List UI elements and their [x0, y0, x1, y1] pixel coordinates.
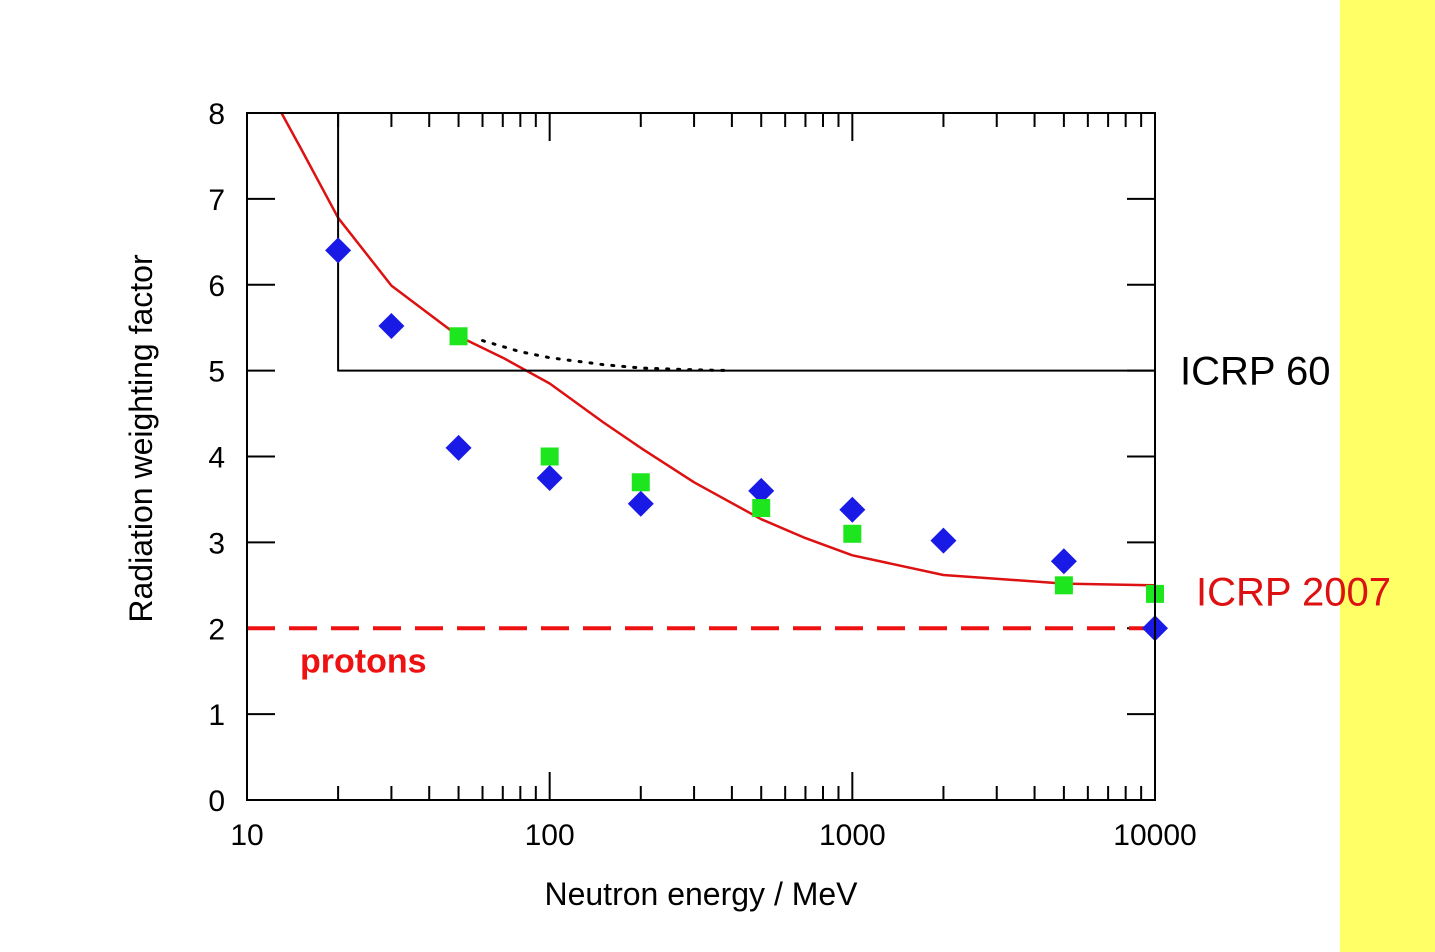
x-tick-label: 10: [230, 819, 263, 852]
y-tick-label: 6: [208, 270, 225, 303]
x-tick-label: 100: [525, 819, 575, 852]
x-tick-label: 1000: [819, 819, 886, 852]
y-tick-label: 7: [208, 184, 225, 217]
plot-frame: [246, 112, 1156, 801]
series-lines: [247, 112, 1156, 631]
square-point: [540, 447, 559, 466]
tick-labels: 0 1 2 3 4 5 6 7 8 10 100 1000 10000: [208, 98, 1196, 852]
y-tick-label: 3: [208, 527, 225, 560]
y-tick-label: 8: [208, 98, 225, 131]
x-axis-label: Neutron energy / MeV: [544, 876, 858, 912]
diamond-point: [627, 490, 654, 517]
diamond-point: [445, 434, 472, 461]
y-tick-label: 2: [208, 613, 225, 646]
icrp60-dotted-line: [481, 339, 734, 373]
y-axis-label: Radiation weighting factor: [123, 254, 159, 623]
y-tick-label: 5: [208, 356, 225, 389]
protons-label: protons: [300, 642, 427, 680]
icrp2007-curve: [280, 112, 1156, 587]
diamond-point: [748, 477, 775, 504]
icrp60-line: [337, 113, 1155, 372]
diamond-point: [325, 237, 352, 264]
white-panel: [0, 0, 1340, 952]
diamond-point: [930, 527, 957, 554]
diamond-point: [1050, 548, 1077, 575]
diamond-point: [839, 496, 866, 523]
y-tick-label: 0: [208, 785, 225, 818]
square-point: [843, 524, 862, 543]
square-point: [631, 473, 650, 492]
icrp2007-label: ICRP 2007: [1196, 570, 1391, 614]
x-tick-label: 10000: [1113, 819, 1196, 852]
icrp60-label: ICRP 60: [1180, 350, 1330, 394]
square-point: [1054, 576, 1073, 595]
series-points: [325, 237, 1168, 642]
square-point: [449, 327, 468, 346]
diamond-point: [536, 464, 563, 491]
y-tick-label: 1: [208, 699, 225, 732]
y-tick-label: 4: [208, 442, 225, 475]
diamond-point: [378, 312, 405, 339]
square-point: [752, 499, 771, 518]
